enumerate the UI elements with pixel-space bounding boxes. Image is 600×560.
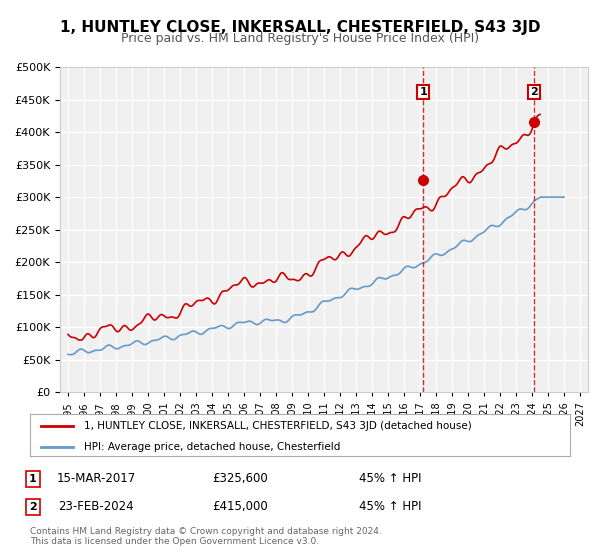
Text: 45% ↑ HPI: 45% ↑ HPI <box>359 472 421 486</box>
Text: HPI: Average price, detached house, Chesterfield: HPI: Average price, detached house, Ches… <box>84 442 340 452</box>
Text: 45% ↑ HPI: 45% ↑ HPI <box>359 500 421 514</box>
Text: Contains HM Land Registry data © Crown copyright and database right 2024.
This d: Contains HM Land Registry data © Crown c… <box>30 526 382 546</box>
Text: 1: 1 <box>29 474 37 484</box>
Text: 1, HUNTLEY CLOSE, INKERSALL, CHESTERFIELD, S43 3JD (detached house): 1, HUNTLEY CLOSE, INKERSALL, CHESTERFIEL… <box>84 421 472 431</box>
Text: 15-MAR-2017: 15-MAR-2017 <box>56 472 136 486</box>
Text: 1, HUNTLEY CLOSE, INKERSALL, CHESTERFIELD, S43 3JD: 1, HUNTLEY CLOSE, INKERSALL, CHESTERFIEL… <box>60 20 540 35</box>
Text: 1: 1 <box>419 87 427 97</box>
Text: 23-FEB-2024: 23-FEB-2024 <box>58 500 134 514</box>
Text: 2: 2 <box>29 502 37 512</box>
Text: 2: 2 <box>530 87 538 97</box>
Text: £415,000: £415,000 <box>212 500 268 514</box>
Text: Price paid vs. HM Land Registry's House Price Index (HPI): Price paid vs. HM Land Registry's House … <box>121 32 479 45</box>
Text: £325,600: £325,600 <box>212 472 268 486</box>
